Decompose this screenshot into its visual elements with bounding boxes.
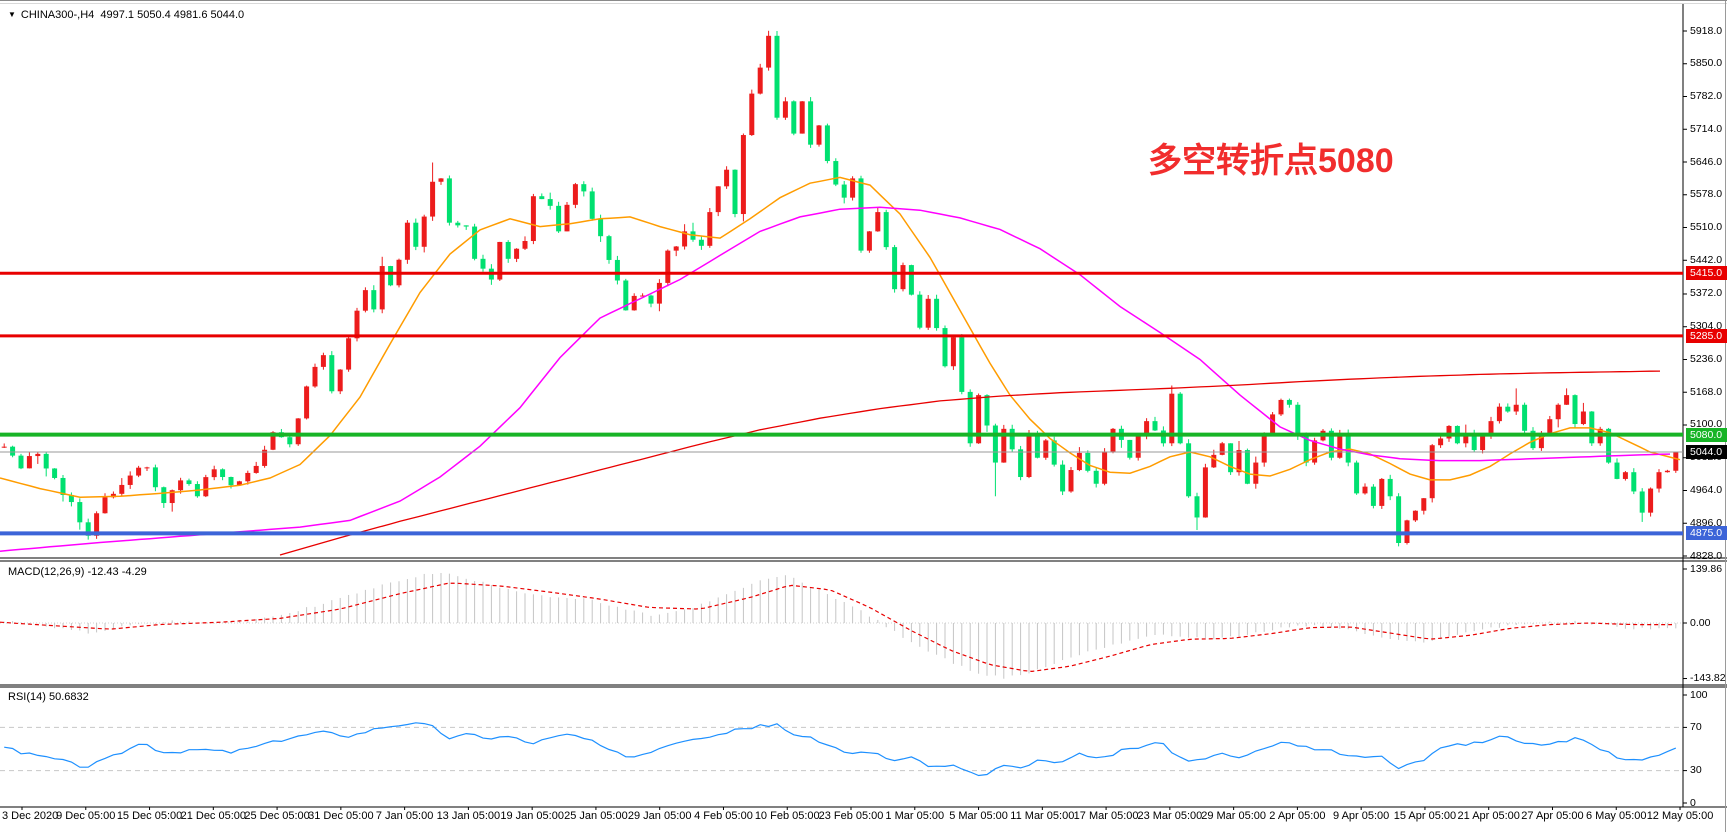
date-axis-label: 21 Apr 05:00 [1457,810,1520,822]
date-axis-label: 31 Dec 05:00 [308,810,374,822]
price-axis-label: 5100.0 [1690,418,1723,431]
macd-axis-label: -143.82 [1690,672,1726,685]
date-axis-label: 23 Feb 05:00 [818,810,884,822]
ma-medium [0,206,1671,552]
ma-fast [0,176,1681,498]
ma-slow [279,370,1661,556]
price-line-tag: 5285.0 [1686,328,1727,343]
date-axis-label: 23 Mar 05:00 [1137,810,1203,822]
macd-axis-label: 139.86 [1690,562,1723,575]
date-axis-label: 19 Jan 05:00 [500,810,564,822]
price-axis-label: 5578.0 [1690,188,1723,201]
price-axis-label: 5236.0 [1690,352,1723,365]
macd-signal-line [0,582,1672,673]
price-line-tag: 5415.0 [1686,266,1727,281]
rsi-axis-label: 70 [1690,720,1702,733]
symbol-dropdown-icon[interactable]: ▼ [8,10,16,19]
price-line-tag: 5080.0 [1686,427,1727,442]
date-axis-label: 6 May 05:00 [1585,810,1647,822]
price-axis-label: 4828.0 [1690,549,1723,562]
date-axis-label: 29 Jan 05:00 [627,810,692,822]
symbol-ohlc-text: CHINA300-,H4 4997.1 5050.4 4981.6 5044.0 [20,9,245,21]
price-axis-label: 5510.0 [1690,221,1723,233]
date-axis-label: 15 Dec 05:00 [116,810,183,822]
date-axis-label: 29 Mar 05:00 [1201,810,1267,822]
price-axis-label: 4896.0 [1690,516,1723,529]
price-axis-label: 4964.0 [1690,483,1723,496]
price-axis-label: 5714.0 [1690,122,1723,135]
date-axis-label: 13 Jan 05:00 [436,810,501,822]
date-axis-label: 7 Jan 05:00 [375,810,434,822]
rsi-axis-label: 100 [1690,688,1708,701]
date-axis-label: 3 Dec 2020 [2,810,59,822]
rsi-indicator-label: RSI(14) 50.6832 [8,691,89,703]
date-axis-label: 15 Apr 05:00 [1393,810,1457,822]
price-line-tag: 4875.0 [1686,526,1727,541]
chart-annotation-text: 多空转折点5080 [1148,142,1394,180]
date-axis-label: 21 Dec 05:00 [180,810,247,822]
rsi-line [4,722,1677,777]
date-axis-label: 9 Dec 05:00 [56,810,116,822]
window-top-border [0,3,1727,4]
macd-indicator-label: MACD(12,26,9) -12.43 -4.29 [8,566,147,578]
date-axis-label: 17 Mar 05:00 [1073,810,1139,822]
price-axis-label: 5850.0 [1690,57,1723,70]
rsi-axis-label: 30 [1690,764,1702,777]
date-axis-label: 11 Mar 05:00 [1010,810,1075,822]
date-axis-label: 2 Apr 05:00 [1269,810,1326,822]
symbol-ohlc-header: ▼ CHINA300-,H4 4997.1 5050.4 4981.6 5044.… [8,9,244,21]
rsi-axis-label: 0 [1690,796,1696,809]
date-axis-label: 12 May 05:00 [1646,810,1714,822]
price-axis-label: 5782.0 [1690,90,1723,102]
date-axis-label: 27 Apr 05:00 [1521,810,1584,822]
date-axis-label: 25 Dec 05:00 [244,810,310,822]
price-axis-label: 5918.0 [1690,24,1723,37]
macd-axis-label: 0.00 [1690,616,1711,629]
price-axis-label: 5168.0 [1690,385,1723,398]
date-axis-label: 5 Mar 05:00 [949,810,1008,822]
date-axis-label: 9 Apr 05:00 [1333,810,1390,822]
price-axis-label: 5372.0 [1690,287,1723,300]
price-axis-label: 5442.0 [1690,253,1723,266]
date-axis-label: 25 Jan 05:00 [564,810,628,822]
date-axis-label: 1 Mar 05:00 [885,810,945,822]
price-line-tag: 5044.0 [1686,444,1727,459]
date-axis-label: 10 Feb 05:00 [754,810,820,822]
price-axis-label: 5646.0 [1690,155,1723,168]
date-axis-label: 4 Feb 05:00 [694,810,753,822]
